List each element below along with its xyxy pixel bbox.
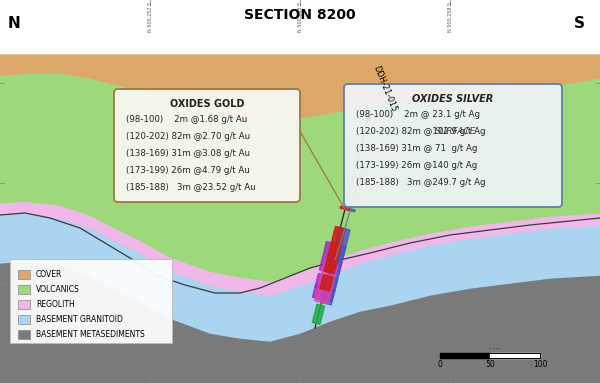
Polygon shape bbox=[312, 304, 325, 324]
Text: (173-199) 26m @4.79 g/t Au: (173-199) 26m @4.79 g/t Au bbox=[126, 166, 250, 175]
Text: (185-188)   3m @23.52 g/t Au: (185-188) 3m @23.52 g/t Au bbox=[126, 183, 256, 192]
Polygon shape bbox=[0, 73, 600, 281]
Text: (98-100)    2m @ 23.1 g/t Ag: (98-100) 2m @ 23.1 g/t Ag bbox=[356, 110, 480, 119]
Polygon shape bbox=[321, 276, 338, 302]
Polygon shape bbox=[0, 0, 600, 55]
Text: (173-199) 26m @140 g/t Ag: (173-199) 26m @140 g/t Ag bbox=[356, 161, 477, 170]
Polygon shape bbox=[324, 226, 345, 273]
Text: (120-202) 82m @2.70 g/t Au: (120-202) 82m @2.70 g/t Au bbox=[126, 132, 250, 141]
FancyBboxPatch shape bbox=[10, 259, 172, 343]
Text: REGOLITH: REGOLITH bbox=[36, 300, 75, 309]
Bar bbox=[18, 270, 30, 279]
Bar bbox=[18, 300, 30, 309]
Text: BASEMENT METASEDIMENTS: BASEMENT METASEDIMENTS bbox=[36, 330, 145, 339]
Polygon shape bbox=[0, 55, 600, 123]
Bar bbox=[18, 315, 30, 324]
Polygon shape bbox=[320, 228, 350, 305]
Polygon shape bbox=[0, 261, 600, 383]
Polygon shape bbox=[0, 201, 600, 295]
Text: N 500,252.5: N 500,252.5 bbox=[148, 2, 152, 32]
Polygon shape bbox=[324, 243, 341, 273]
Polygon shape bbox=[340, 206, 350, 211]
FancyBboxPatch shape bbox=[344, 84, 562, 207]
Text: 100: 100 bbox=[533, 360, 547, 369]
Text: SURFACE: SURFACE bbox=[435, 126, 476, 136]
Bar bbox=[18, 330, 30, 339]
FancyBboxPatch shape bbox=[114, 89, 300, 202]
Text: (120-202) 82m @102.9 g/t Ag: (120-202) 82m @102.9 g/t Ag bbox=[356, 127, 485, 136]
Polygon shape bbox=[320, 275, 333, 291]
Polygon shape bbox=[324, 286, 335, 292]
Text: N 500,258.5: N 500,258.5 bbox=[448, 2, 452, 32]
Polygon shape bbox=[490, 353, 540, 358]
Polygon shape bbox=[313, 273, 329, 300]
Polygon shape bbox=[314, 262, 338, 304]
Text: (138-169) 31m @ 71  g/t Ag: (138-169) 31m @ 71 g/t Ag bbox=[356, 144, 478, 153]
Text: 0    50   100: 0 50 100 bbox=[490, 348, 499, 349]
Polygon shape bbox=[315, 285, 326, 290]
Text: DDH-21-015: DDH-21-015 bbox=[371, 64, 398, 113]
Polygon shape bbox=[319, 242, 337, 273]
Text: 0: 0 bbox=[437, 360, 442, 369]
Text: (98-100)    2m @1.68 g/t Au: (98-100) 2m @1.68 g/t Au bbox=[126, 115, 247, 124]
Text: VOLCANICS: VOLCANICS bbox=[36, 285, 80, 294]
Polygon shape bbox=[328, 244, 346, 275]
Text: (185-188)   3m @249.7 g/t Ag: (185-188) 3m @249.7 g/t Ag bbox=[356, 178, 485, 187]
Bar bbox=[18, 285, 30, 294]
Text: OXIDES SILVER: OXIDES SILVER bbox=[412, 94, 494, 104]
Text: BASEMENT GRANITOID: BASEMENT GRANITOID bbox=[36, 315, 123, 324]
Polygon shape bbox=[440, 353, 490, 358]
Polygon shape bbox=[344, 207, 355, 212]
Text: N 500,255.5: N 500,255.5 bbox=[298, 2, 302, 32]
Polygon shape bbox=[0, 213, 600, 341]
Text: COVER: COVER bbox=[36, 270, 62, 279]
Text: SECTION 8200: SECTION 8200 bbox=[244, 8, 356, 22]
Text: S: S bbox=[574, 16, 585, 31]
Text: 50: 50 bbox=[485, 360, 495, 369]
Text: OXIDES GOLD: OXIDES GOLD bbox=[170, 99, 244, 109]
Text: N: N bbox=[8, 16, 21, 31]
Text: (138-169) 31m @3.08 g/t Au: (138-169) 31m @3.08 g/t Au bbox=[126, 149, 250, 158]
